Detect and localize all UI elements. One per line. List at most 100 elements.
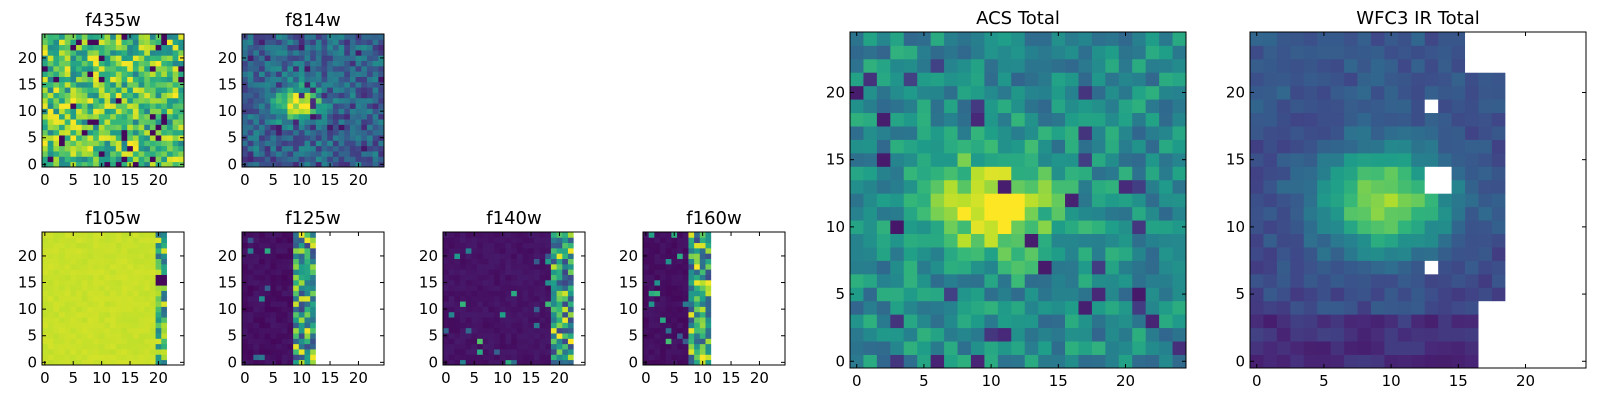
heatmap-cell — [890, 58, 905, 73]
heatmap-cell — [172, 333, 179, 339]
heatmap-cell — [332, 338, 339, 345]
heatmap-cell — [722, 274, 729, 281]
heatmap-cell — [930, 341, 945, 355]
heatmap-cell — [315, 65, 322, 72]
heatmap-cell — [1545, 193, 1560, 208]
heatmap-cell — [1011, 273, 1026, 288]
heatmap-cell — [344, 269, 351, 275]
heatmap-cell — [298, 156, 305, 163]
heatmap-cell — [756, 274, 763, 281]
heatmap-cell — [573, 290, 580, 297]
heatmap-cell — [1317, 179, 1332, 194]
heatmap-cell — [172, 156, 179, 163]
heatmap-cell — [573, 354, 580, 361]
heatmap-cell — [138, 306, 145, 313]
heatmap-cell — [247, 269, 254, 275]
heatmap-cell — [298, 124, 305, 131]
heatmap-cell — [264, 34, 271, 40]
heatmap-cell — [155, 71, 162, 77]
heatmap-cell — [378, 60, 385, 67]
heatmap-cell — [81, 247, 88, 254]
heatmap-cell — [253, 274, 260, 281]
heatmap-cell — [465, 269, 472, 275]
heatmap-cell — [298, 103, 305, 109]
heatmap-cell — [327, 145, 334, 152]
heatmap-cell — [643, 343, 650, 350]
heatmap-cell — [144, 354, 151, 361]
heatmap-cell — [276, 274, 283, 281]
heatmap-cell — [270, 354, 277, 361]
heatmap-cell — [903, 166, 918, 181]
heatmap-cell — [59, 113, 66, 120]
heatmap-cell — [722, 242, 729, 249]
heatmap-cell — [705, 269, 712, 275]
heatmap-cell — [1132, 152, 1147, 167]
heatmap-cell — [372, 119, 379, 125]
heatmap-cell — [443, 311, 450, 318]
heatmap-cell — [47, 55, 54, 61]
heatmap-cell — [53, 55, 60, 61]
heatmap-cell — [716, 306, 723, 313]
heatmap-cell — [310, 108, 317, 115]
heatmap-cell — [1105, 260, 1120, 275]
heatmap-cell — [660, 285, 667, 291]
heatmap-cell — [372, 290, 379, 297]
heatmap-cell — [850, 126, 864, 140]
heatmap-cell — [138, 92, 145, 99]
heatmap-cell — [756, 258, 763, 265]
heatmap-cell — [81, 338, 88, 345]
heatmap-cell — [270, 279, 277, 286]
heatmap-cell — [1132, 314, 1147, 329]
heatmap-cell — [93, 349, 100, 355]
heatmap-cell — [161, 333, 168, 339]
heatmap-cell — [149, 76, 156, 83]
heatmap-cell — [87, 92, 94, 99]
heatmap-cell — [315, 253, 322, 259]
heatmap-cell — [87, 333, 94, 339]
heatmap-cell — [1559, 314, 1573, 329]
heatmap-cell — [756, 343, 763, 350]
heatmap-cell — [121, 333, 128, 339]
heatmap-cell — [739, 253, 746, 259]
heatmap-cell — [242, 129, 249, 136]
heatmap-cell — [315, 140, 322, 147]
heatmap-cell — [739, 322, 746, 329]
heatmap-cell — [310, 60, 317, 67]
heatmap-cell — [355, 81, 362, 88]
heatmap-cell — [93, 338, 100, 345]
heatmap-cell — [366, 333, 374, 339]
heatmap-cell — [688, 290, 695, 297]
heatmap-cell — [253, 322, 260, 329]
heatmap-cell — [1290, 152, 1305, 167]
heatmap-cell — [654, 237, 661, 244]
heatmap-cell — [556, 247, 563, 254]
heatmap-cell — [522, 290, 529, 297]
heatmap-cell — [756, 269, 763, 275]
heatmap-cell — [573, 258, 580, 265]
heatmap-cell — [488, 349, 495, 355]
heatmap-cell — [104, 253, 111, 259]
heatmap-cell — [138, 279, 145, 286]
heatmap-cell — [499, 242, 506, 249]
heatmap-cell — [477, 306, 484, 313]
heatmap-cell — [144, 301, 151, 307]
heatmap-cell — [460, 327, 467, 334]
heatmap-cell — [488, 343, 495, 350]
heatmap-cell — [448, 274, 455, 281]
heatmap-cell — [104, 258, 111, 265]
heatmap-cell — [293, 311, 300, 318]
heatmap-cell — [762, 258, 769, 265]
heatmap-cell — [98, 81, 105, 88]
heatmap-cell — [310, 354, 317, 361]
heatmap-cell — [750, 306, 757, 313]
heatmap-cell — [281, 81, 288, 88]
heatmap-cell — [567, 317, 575, 323]
heatmap-cell — [677, 285, 684, 291]
heatmap-cell — [338, 290, 345, 297]
heatmap-cell — [1478, 287, 1493, 302]
heatmap-cell — [270, 301, 277, 307]
heatmap-cell — [745, 311, 752, 318]
heatmap-cell — [98, 258, 105, 265]
heatmap-cell — [355, 129, 362, 136]
heatmap-cell — [1065, 233, 1079, 248]
